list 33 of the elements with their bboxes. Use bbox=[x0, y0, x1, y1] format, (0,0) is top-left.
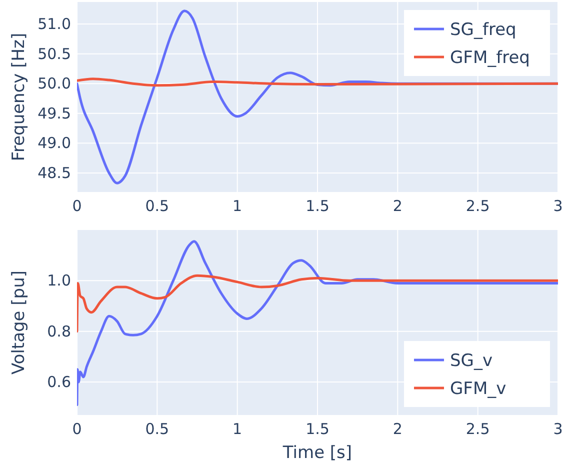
y-tick-label: 50.0 bbox=[38, 74, 71, 93]
legend-label: GFM_freq bbox=[450, 48, 530, 68]
y-axis-title: Frequency [Hz] bbox=[9, 32, 29, 162]
y-axis-title: Voltage [pu] bbox=[9, 270, 29, 375]
y-tick-label: 0.6 bbox=[47, 373, 71, 392]
x-tick-label: 0 bbox=[72, 197, 82, 215]
x-tick-label: 3 bbox=[553, 197, 563, 215]
x-tick-label: 3 bbox=[553, 420, 563, 438]
y-tick-label: 1.0 bbox=[47, 272, 71, 290]
x-tick-label: 1.5 bbox=[306, 197, 330, 215]
x-tick-label: 1 bbox=[232, 420, 242, 438]
x-tick-label: 1.5 bbox=[306, 420, 330, 438]
x-tick-label: 0 bbox=[72, 420, 82, 438]
x-tick-label: 2.5 bbox=[466, 420, 490, 438]
x-tick-label: 0.5 bbox=[145, 197, 170, 215]
y-tick-label: 0.8 bbox=[47, 322, 71, 340]
line-series bbox=[77, 240, 558, 406]
y-tick-label: 48.5 bbox=[38, 164, 71, 182]
line-series bbox=[77, 274, 558, 333]
x-tick-label: 1 bbox=[232, 197, 242, 215]
x-axis-title: Time [s] bbox=[282, 443, 352, 463]
x-tick-label: 2 bbox=[392, 197, 402, 215]
legend-label: GFM_v bbox=[450, 379, 506, 399]
x-tick-label: 2.5 bbox=[466, 197, 490, 215]
legend-label: SG_freq bbox=[450, 20, 516, 40]
x-tick-label: 0.5 bbox=[145, 420, 170, 438]
y-tick-label: 51.0 bbox=[38, 15, 71, 34]
y-tick-label: 50.5 bbox=[38, 44, 71, 63]
legend-label: SG_v bbox=[450, 351, 493, 371]
y-tick-label: 49.0 bbox=[38, 134, 71, 152]
y-tick-label: 49.5 bbox=[38, 104, 71, 122]
line-series bbox=[77, 78, 558, 87]
x-tick-label: 2 bbox=[392, 420, 402, 438]
